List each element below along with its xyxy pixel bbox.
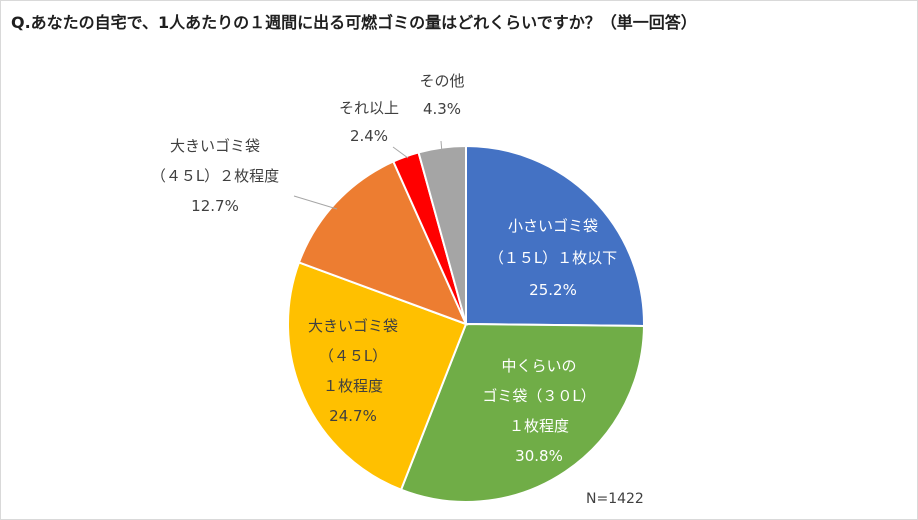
slice-percent-label: 25.2% — [529, 281, 577, 299]
slice-percent-label: 24.7% — [329, 407, 377, 425]
slice-percent-label: 4.3% — [423, 100, 461, 118]
slice-label-6: その他 4.3% — [419, 72, 464, 118]
slice-label-5: それ以上 2.4% — [339, 99, 399, 145]
slice-label-1: 小さいゴミ袋 （１５L）１枚以下 25.2% — [489, 217, 617, 299]
slice-label-4: 大きいゴミ袋 （４５L）２枚程度 12.7% — [151, 137, 279, 215]
slice-category-label: （４５L） — [319, 347, 387, 365]
pie-slice-2 — [399, 322, 646, 503]
leader-line-4 — [293, 195, 338, 210]
slice-category-label: １枚程度 — [323, 377, 383, 395]
chart-title: Q.あなたの自宅で、1人あたりの１週間に出る可燃ゴミの量はどれくらいですか？（単… — [11, 13, 697, 32]
pie-slice-1 — [465, 144, 645, 327]
slice-percent-label: 12.7% — [191, 197, 239, 215]
slice-percent-label: 30.8% — [515, 447, 563, 465]
slice-category-label: ゴミ袋（３０L） — [482, 387, 595, 405]
slice-label-3: 大きいゴミ袋 （４５L） １枚程度 24.7% — [308, 317, 398, 425]
slice-category-label: 中くらいの — [501, 357, 576, 375]
leader-line-5 — [392, 146, 409, 159]
slice-category-label: それ以上 — [339, 99, 399, 117]
slice-percent-label: 2.4% — [350, 127, 388, 145]
slice-category-label: （４５L）２枚程度 — [151, 167, 279, 185]
leader-line-6 — [440, 140, 443, 154]
sample-size-note: N=1422 — [586, 491, 644, 507]
pie-slice-3 — [287, 261, 468, 492]
slice-category-label: （１５L）１枚以下 — [489, 249, 617, 267]
slice-category-label: １枚程度 — [509, 417, 569, 435]
slice-category-label: 小さいゴミ袋 — [508, 217, 598, 235]
slice-category-label: 大きいゴミ袋 — [308, 317, 398, 335]
slice-category-label: その他 — [419, 72, 464, 90]
slice-category-label: 大きいゴミ袋 — [170, 137, 260, 155]
pie-slice-6 — [417, 144, 467, 325]
pie-slice-4 — [297, 160, 468, 326]
